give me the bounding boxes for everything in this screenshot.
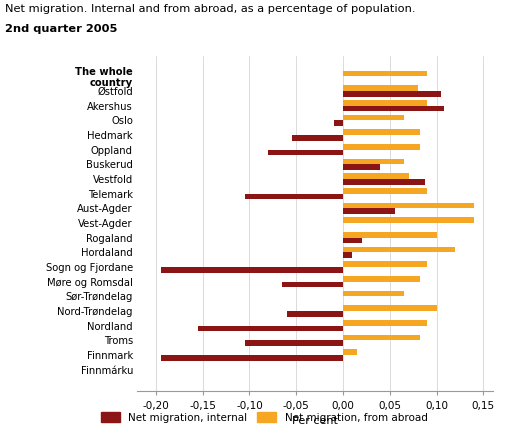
Text: Net migration. Internal and from abroad, as a percentage of population.: Net migration. Internal and from abroad,… [5,4,416,14]
Bar [343,276,420,282]
Bar [343,233,436,238]
Bar [343,335,420,341]
Bar [343,165,380,171]
Bar [343,291,404,297]
Bar [343,180,425,185]
Bar [268,150,343,156]
Bar [343,72,427,77]
Bar [245,194,343,200]
Bar [343,218,474,224]
Bar [343,159,404,165]
Bar [161,355,343,361]
Bar [343,92,441,97]
X-axis label: Per cent: Per cent [292,415,338,425]
Bar [343,262,427,267]
Bar [343,130,420,136]
Bar [343,106,444,112]
Bar [343,350,357,355]
Bar [343,253,353,258]
Bar [198,326,343,332]
Bar [161,267,343,273]
Legend: Net migration, internal, Net migration, from abroad: Net migration, internal, Net migration, … [97,408,432,427]
Bar [343,145,420,150]
Bar [292,136,343,141]
Bar [343,203,474,209]
Bar [334,121,343,127]
Bar [245,341,343,346]
Bar [287,311,343,317]
Bar [282,282,343,288]
Bar [343,115,404,121]
Bar [343,238,362,244]
Bar [343,320,427,326]
Bar [343,209,395,214]
Text: 2nd quarter 2005: 2nd quarter 2005 [5,24,117,34]
Bar [343,306,436,311]
Bar [343,247,455,253]
Bar [343,189,427,194]
Bar [343,174,408,180]
Bar [343,86,418,92]
Bar [343,101,427,106]
